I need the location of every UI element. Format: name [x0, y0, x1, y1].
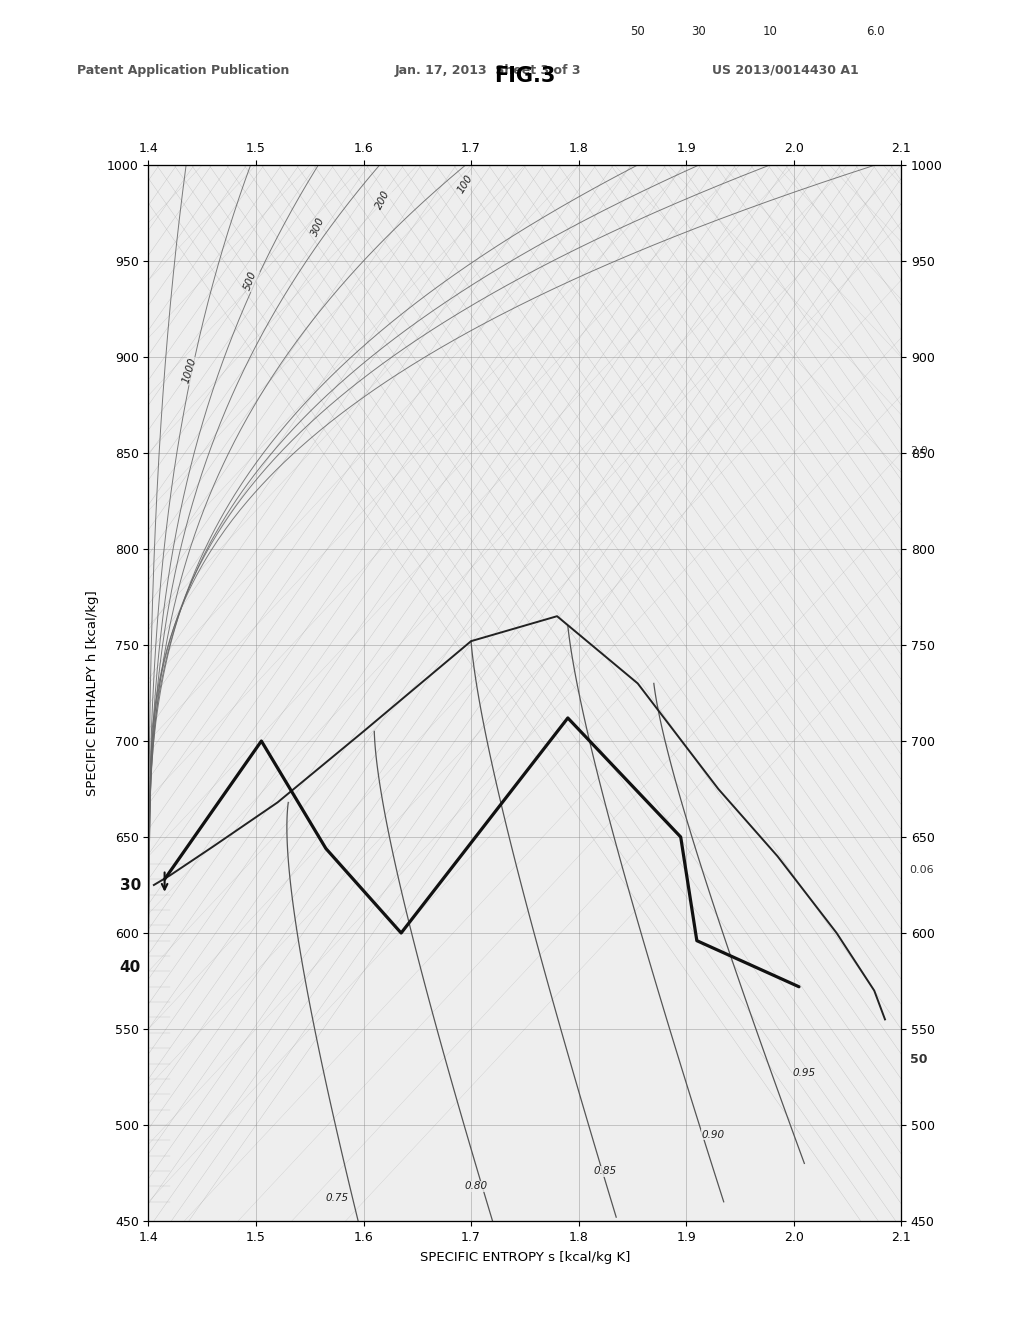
Text: Patent Application Publication: Patent Application Publication [77, 63, 289, 77]
Text: 500: 500 [243, 269, 259, 292]
Text: 50: 50 [631, 25, 645, 38]
Text: 0.85: 0.85 [594, 1166, 617, 1176]
Text: 50: 50 [909, 1053, 927, 1067]
Text: 1000: 1000 [180, 356, 198, 384]
Text: 0.75: 0.75 [325, 1193, 348, 1203]
Text: US 2013/0014430 A1: US 2013/0014430 A1 [712, 63, 858, 77]
Text: 0.90: 0.90 [701, 1130, 725, 1139]
Text: 30: 30 [120, 878, 141, 892]
Y-axis label: SPECIFIC ENTHALPY h [kcal/kg]: SPECIFIC ENTHALPY h [kcal/kg] [86, 590, 98, 796]
Text: 100: 100 [456, 173, 475, 195]
Text: FIG.3: FIG.3 [495, 66, 555, 86]
X-axis label: SPECIFIC ENTROPY s [kcal/kg K]: SPECIFIC ENTROPY s [kcal/kg K] [420, 1250, 630, 1263]
Text: 0.80: 0.80 [465, 1181, 488, 1192]
Text: 30: 30 [691, 25, 707, 38]
Text: 10: 10 [763, 25, 777, 38]
Text: 6.0: 6.0 [866, 25, 885, 38]
Text: 2.0: 2.0 [909, 446, 928, 457]
Text: 0.95: 0.95 [793, 1068, 816, 1078]
Text: 0.06: 0.06 [909, 865, 934, 875]
Text: Jan. 17, 2013  Sheet 3 of 3: Jan. 17, 2013 Sheet 3 of 3 [394, 63, 581, 77]
Text: 300: 300 [310, 215, 327, 238]
Text: 40: 40 [120, 960, 141, 975]
Text: 200: 200 [374, 189, 392, 211]
